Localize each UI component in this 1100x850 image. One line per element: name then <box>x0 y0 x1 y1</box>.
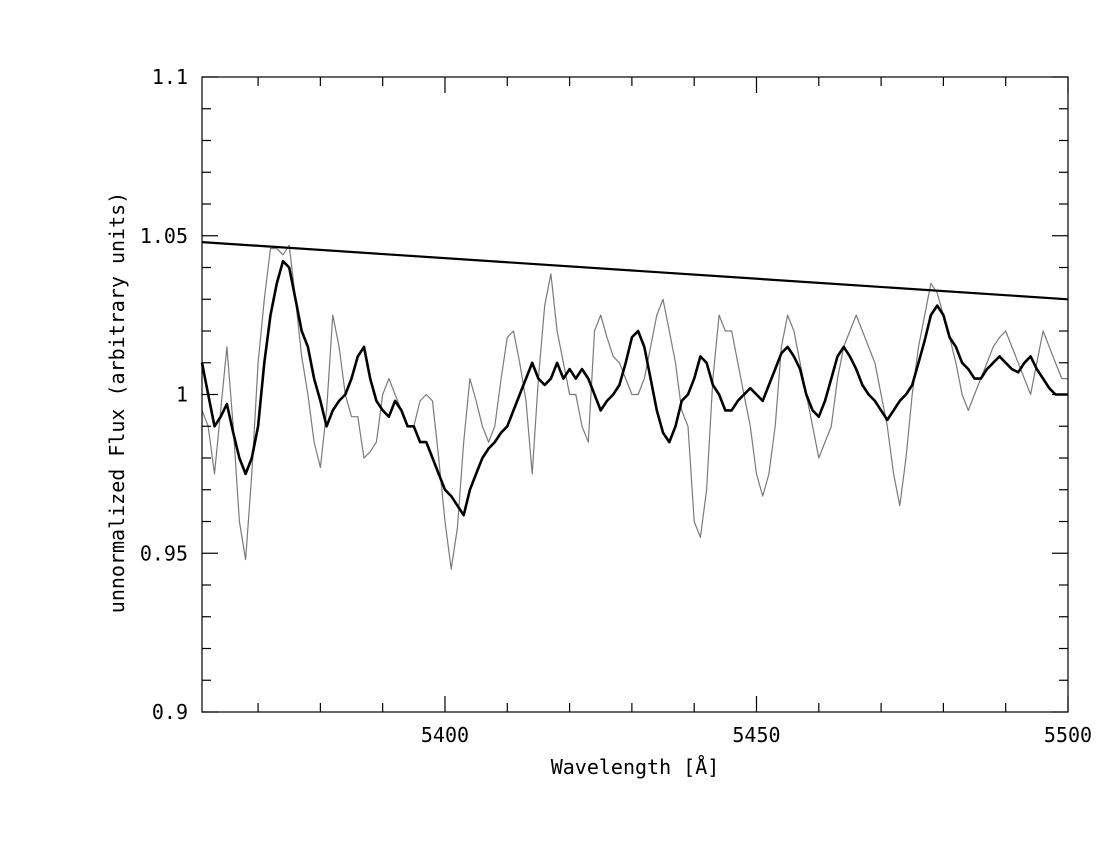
ticks-layer <box>202 76 1069 713</box>
x-tick-label: 5500 <box>1044 723 1092 747</box>
series-line-continuum-line <box>201 241 1069 301</box>
y-tick-label: 0.95 <box>140 541 188 565</box>
y-tick-label: 1 <box>176 383 188 407</box>
x-tick-label: 5450 <box>732 723 780 747</box>
y-tick-label: 1.1 <box>152 65 188 89</box>
y-tick-label: 0.9 <box>152 700 188 724</box>
series-line-thick-black <box>200 259 1068 517</box>
y-tick-label: 1.05 <box>140 224 188 248</box>
labels-layer: 5400 5450 5500 0.9 0.95 1 1.05 1.1 <box>140 65 1092 747</box>
x-axis-title: Wavelength [Å] <box>551 755 720 779</box>
y-axis-title: unnormalized Flux (arbitrary units) <box>105 192 129 613</box>
series-line-thin-gray <box>201 244 1068 570</box>
series-layer <box>200 241 1069 570</box>
x-tick-label: 5400 <box>421 723 469 747</box>
